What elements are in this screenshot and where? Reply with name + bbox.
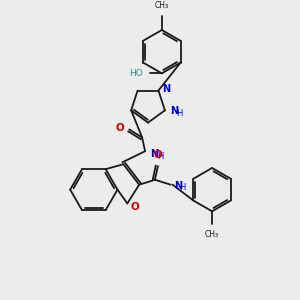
Text: CH₃: CH₃ bbox=[155, 1, 169, 10]
Text: O: O bbox=[130, 202, 139, 212]
Text: H: H bbox=[176, 109, 182, 118]
Text: N: N bbox=[174, 181, 182, 191]
Text: H: H bbox=[157, 152, 163, 160]
Text: CH₃: CH₃ bbox=[205, 230, 219, 239]
Text: H: H bbox=[180, 183, 186, 192]
Text: O: O bbox=[154, 150, 162, 160]
Text: N: N bbox=[150, 149, 158, 159]
Text: N: N bbox=[170, 106, 178, 116]
Text: N: N bbox=[162, 84, 170, 94]
Text: O: O bbox=[116, 123, 124, 133]
Text: HO: HO bbox=[129, 69, 143, 78]
